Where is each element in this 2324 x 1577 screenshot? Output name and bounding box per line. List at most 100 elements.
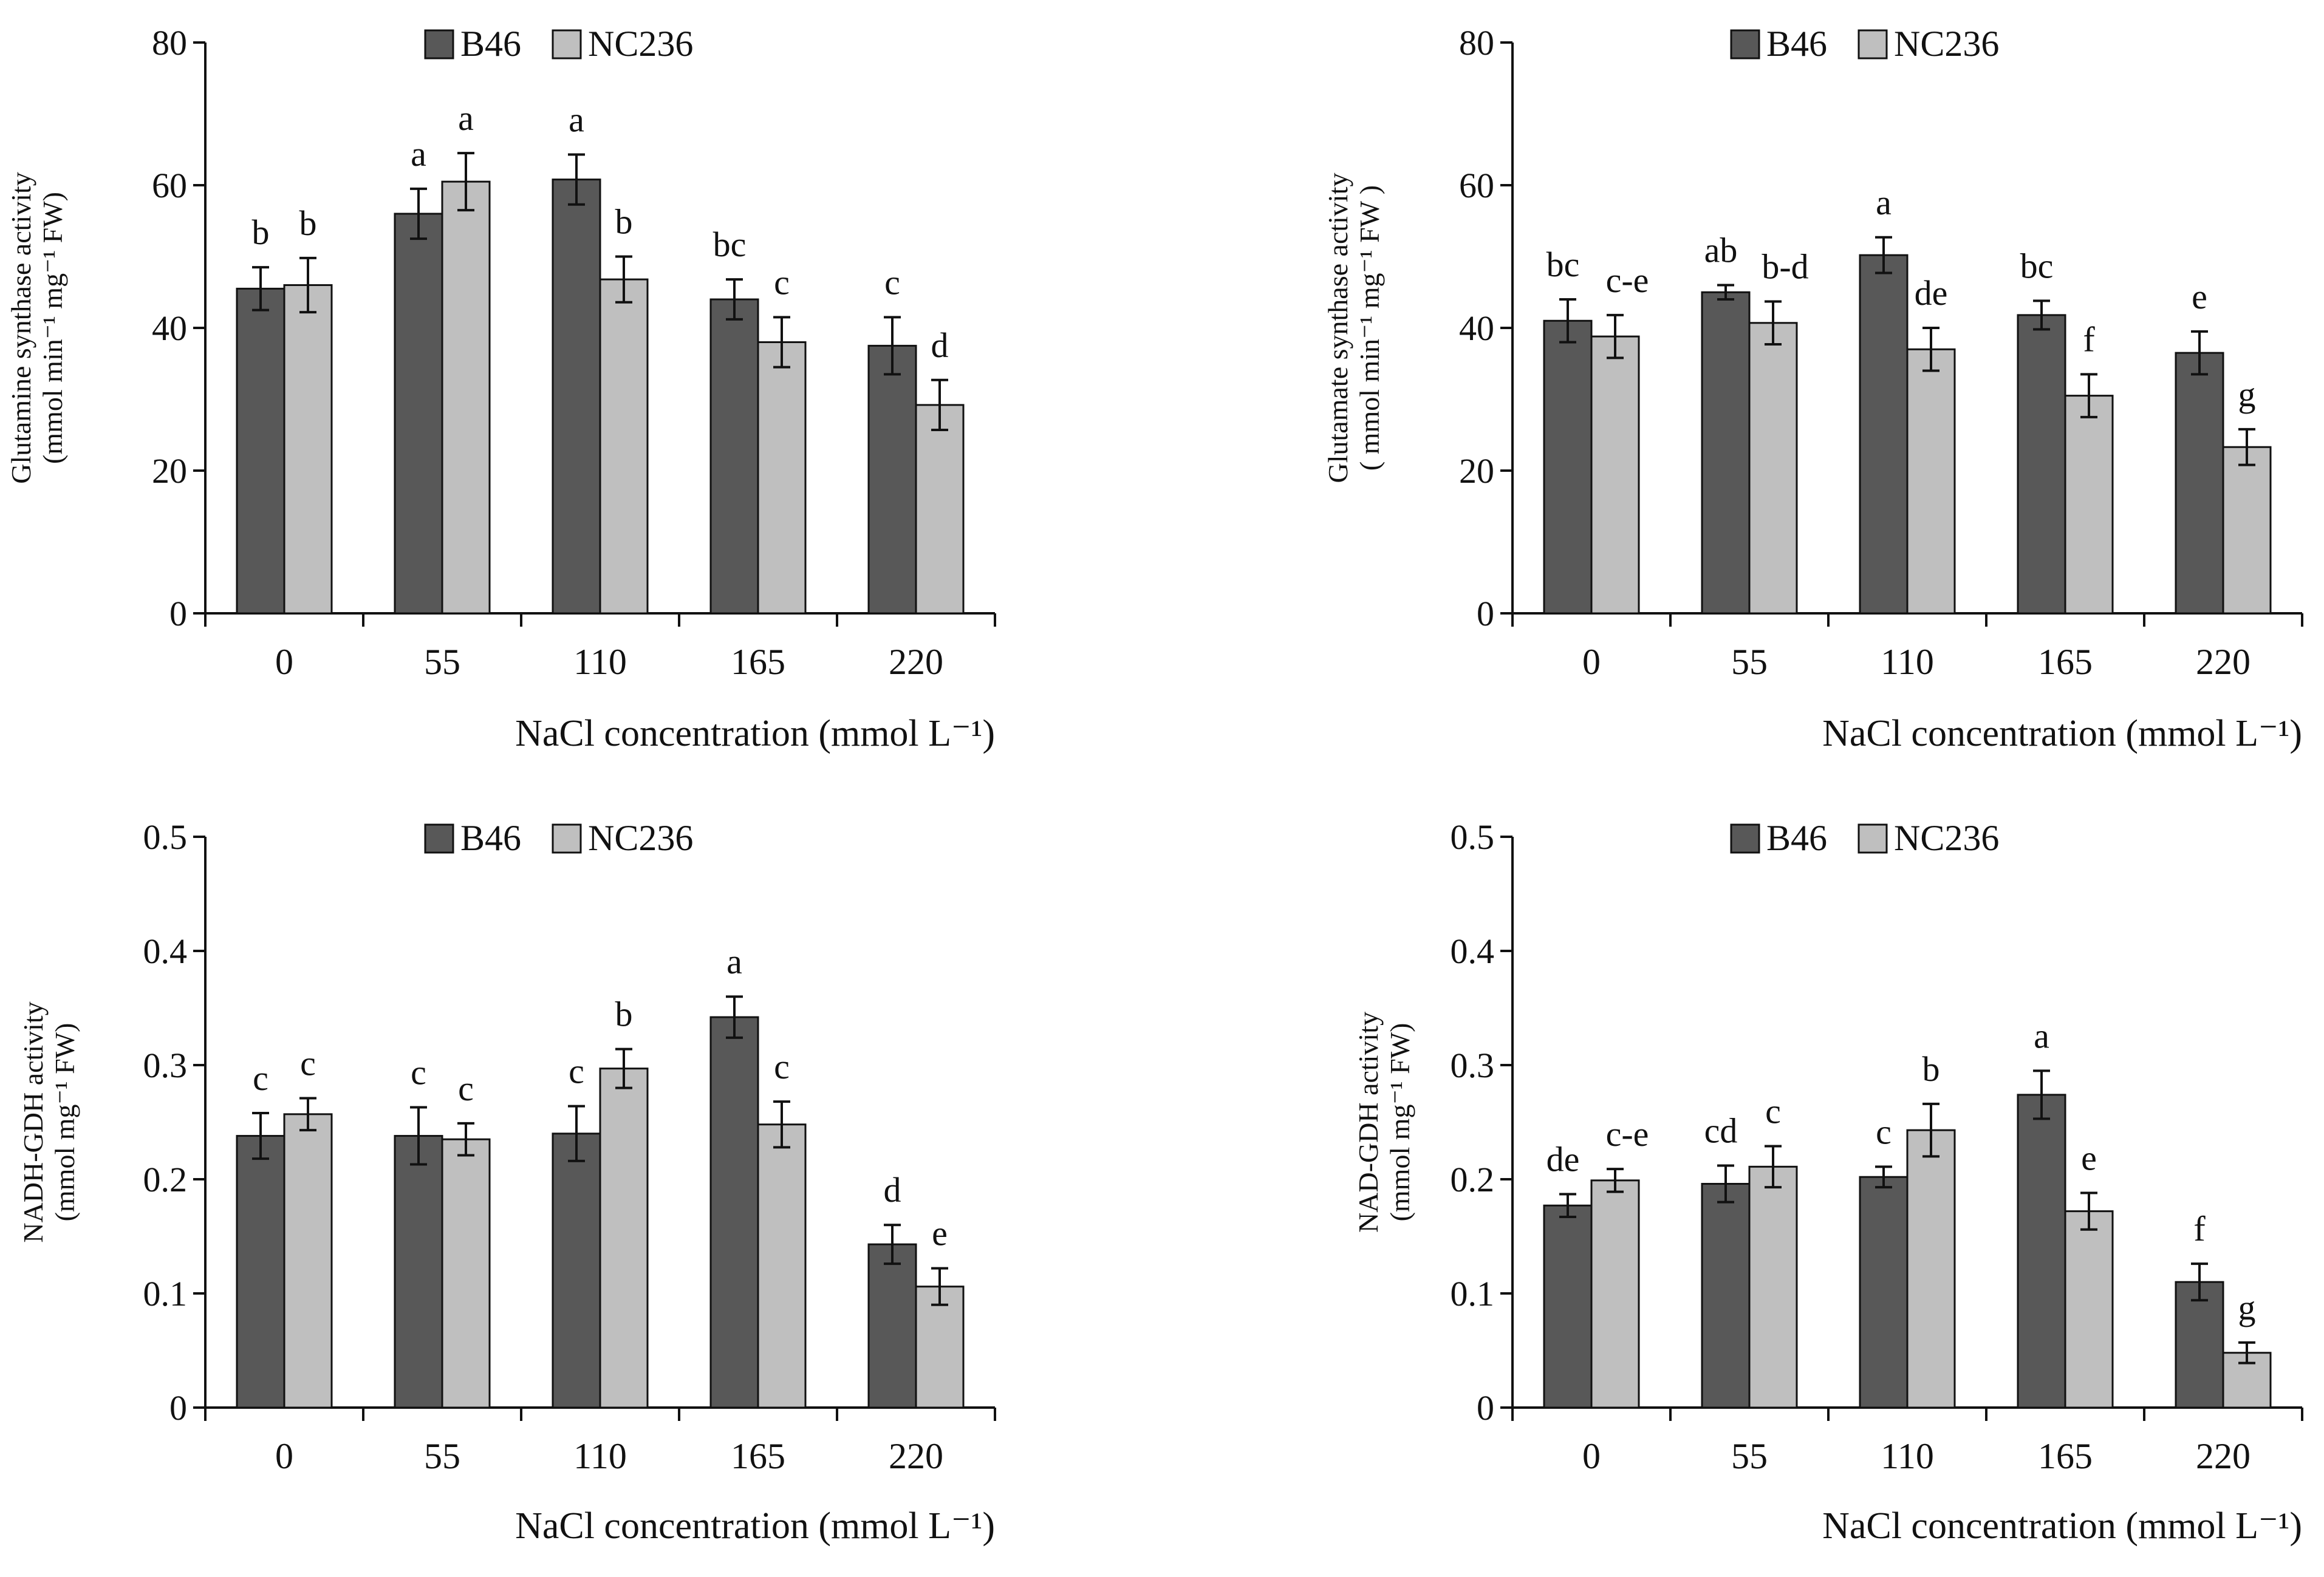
legend-label-nc236: NC236 — [1894, 818, 1999, 858]
bar-nc236-220 — [2222, 446, 2272, 615]
x-axis-label: NaCl concentration (mmol L⁻¹) — [515, 1505, 995, 1547]
legend-label-nc236: NC236 — [588, 24, 693, 64]
significance-letter: de — [1915, 273, 1948, 313]
bar-nc236-55 — [1748, 1165, 1798, 1409]
y-tick-label: 0 — [1477, 1388, 1494, 1428]
bar-b46-165 — [2017, 1094, 2066, 1409]
bar-nc236-165 — [757, 1123, 807, 1409]
y-tick-label: 0 — [169, 594, 187, 633]
y-tick-label: 0.1 — [1451, 1274, 1495, 1313]
bar-b46-110 — [1859, 254, 1909, 615]
panel-glutamate-synthase: 0 20 40 60 80 0 55 110 165 220 bc ab a bc e c-e b-d de f g B… — [1322, 23, 2303, 754]
y-tick-label: 0 — [1477, 594, 1494, 633]
significance-letter: b — [252, 213, 270, 252]
bar-b46-220 — [867, 344, 917, 615]
legend-label-b46: B46 — [460, 818, 521, 858]
x-tick-label: 220 — [2196, 642, 2251, 682]
bar-b46-110 — [1859, 1176, 1909, 1409]
bar-nc236-0 — [1590, 335, 1640, 615]
legend-swatch-nc236 — [1857, 823, 1888, 854]
legend-label-nc236: NC236 — [1894, 24, 1999, 64]
significance-letter: e — [2192, 277, 2207, 316]
x-tick-label: 0 — [1582, 1436, 1601, 1476]
bar-b46-165 — [709, 298, 759, 615]
y-axis-label: Glutamine synthase activity — [5, 172, 36, 484]
x-axis-label: NaCl concentration (mmol L⁻¹) — [1822, 1505, 2302, 1547]
bar-b46-220 — [2175, 352, 2224, 615]
significance-letter: b-d — [1762, 247, 1808, 287]
y-tick-label: 40 — [1459, 308, 1494, 348]
x-tick-label: 110 — [1881, 642, 1934, 682]
significance-letter: cd — [1704, 1111, 1738, 1150]
y-axis-label: ( mmol min⁻¹ mg⁻¹ FW ) — [1354, 185, 1385, 471]
y-tick-label: 0.4 — [143, 932, 188, 971]
significance-letter: e — [2081, 1139, 2097, 1178]
bar-nc236-110 — [599, 278, 649, 615]
significance-letter: e — [932, 1214, 948, 1253]
significance-letter: bc — [1546, 245, 1580, 284]
y-tick-label: 0 — [169, 1388, 187, 1428]
x-tick-label: 165 — [731, 642, 785, 682]
legend-label-b46: B46 — [1766, 818, 1827, 858]
y-axis-label: (mmol mg⁻¹ FW) — [1384, 1023, 1415, 1222]
significance-letter: b — [1922, 1049, 1940, 1089]
bar-b46-0 — [236, 287, 285, 615]
bar-nc236-165 — [2064, 1210, 2114, 1409]
significance-letter: b — [299, 203, 317, 243]
y-tick-label: 60 — [152, 166, 187, 205]
significance-letter: a — [569, 100, 584, 139]
bar-nc236-55 — [441, 1138, 491, 1409]
significance-letter: c-e — [1606, 261, 1649, 300]
significance-letter: a — [411, 134, 426, 174]
bar-b46-165 — [2017, 314, 2066, 615]
x-tick-label: 0 — [275, 1436, 293, 1476]
significance-letter: c — [253, 1058, 268, 1098]
x-tick-label: 110 — [1881, 1436, 1934, 1476]
bar-nc236-55 — [441, 180, 491, 615]
x-tick-label: 0 — [1582, 642, 1601, 682]
bar-nc236-110 — [599, 1068, 649, 1409]
bar-nc236-0 — [283, 284, 333, 615]
legend-swatch-b46 — [1730, 823, 1760, 854]
x-tick-label: 220 — [2196, 1436, 2251, 1476]
significance-letter: c — [884, 262, 900, 302]
legend-swatch-nc236 — [552, 823, 582, 854]
x-tick-label: 220 — [889, 1436, 943, 1476]
y-tick-label: 0.3 — [143, 1046, 188, 1085]
x-tick-label: 55 — [424, 1436, 460, 1476]
bar-nc236-110 — [1906, 1129, 1956, 1409]
legend-label-nc236: NC236 — [588, 818, 693, 858]
x-tick-label: 165 — [731, 1436, 785, 1476]
legend-swatch-b46 — [1730, 29, 1760, 60]
x-tick-label: 110 — [573, 1436, 627, 1476]
significance-letter: c — [569, 1052, 584, 1091]
significance-letter: a — [1876, 183, 1892, 222]
y-tick-label: 80 — [1459, 23, 1494, 63]
bar-b46-165 — [709, 1016, 759, 1409]
y-tick-label: 0.5 — [1451, 817, 1495, 857]
bar-nc236-220 — [915, 404, 965, 615]
legend-swatch-nc236 — [552, 29, 582, 60]
y-axis-label: Glutamate synthase activity — [1322, 173, 1353, 483]
bar-nc236-110 — [1906, 348, 1956, 615]
bar-nc236-165 — [2064, 395, 2114, 615]
significance-letter: c — [774, 1047, 790, 1086]
y-tick-label: 40 — [152, 308, 187, 348]
y-tick-label: 20 — [152, 451, 187, 491]
bar-nc236-0 — [283, 1113, 333, 1409]
y-tick-label: 20 — [1459, 451, 1494, 491]
significance-letter: g — [2238, 1288, 2256, 1327]
significance-letter: de — [1546, 1139, 1580, 1179]
significance-letter: b — [615, 995, 633, 1034]
bar-b46-220 — [2175, 1281, 2224, 1409]
bar-b46-110 — [552, 1133, 601, 1409]
x-tick-label: 110 — [573, 642, 627, 682]
x-axis-label: NaCl concentration (mmol L⁻¹) — [515, 713, 995, 754]
x-tick-label: 55 — [1731, 642, 1768, 682]
significance-letter: d — [884, 1170, 901, 1210]
y-tick-label: 0.4 — [1451, 932, 1495, 971]
